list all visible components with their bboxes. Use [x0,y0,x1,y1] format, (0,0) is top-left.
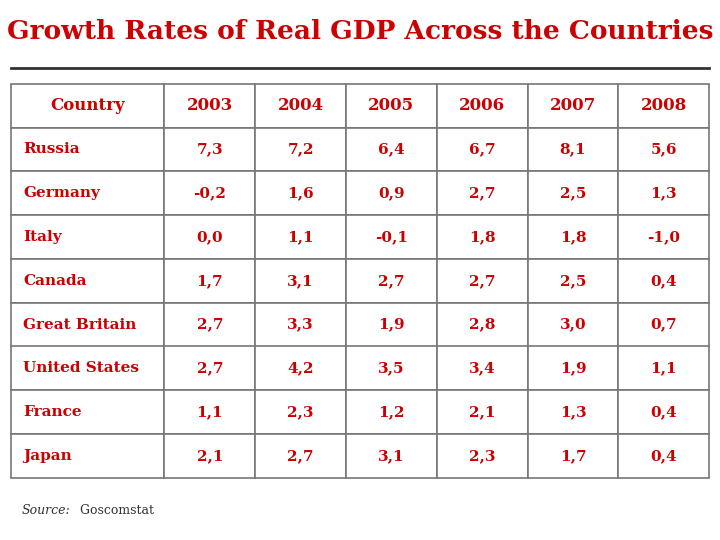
Text: 3,0: 3,0 [559,318,586,332]
Text: Goscomstat: Goscomstat [76,504,153,517]
Text: 2,3: 2,3 [287,405,314,419]
Text: United States: United States [23,361,139,375]
Text: 1,7: 1,7 [197,274,223,288]
Text: 1,1: 1,1 [287,230,314,244]
Text: -0,2: -0,2 [194,186,226,200]
Text: 2,1: 2,1 [469,405,495,419]
Text: 0,9: 0,9 [378,186,405,200]
Text: Source:: Source: [22,504,71,517]
Text: 2003: 2003 [186,97,233,114]
Text: 1,3: 1,3 [650,186,677,200]
Text: 7,2: 7,2 [287,143,314,157]
Text: 8,1: 8,1 [559,143,586,157]
Text: Germany: Germany [23,186,100,200]
Text: 1,9: 1,9 [378,318,405,332]
Text: Russia: Russia [23,143,80,157]
Text: 1,1: 1,1 [197,405,223,419]
Text: Great Britain: Great Britain [23,318,137,332]
Text: 1,1: 1,1 [650,361,677,375]
Text: 6,4: 6,4 [378,143,405,157]
Text: 2008: 2008 [641,97,687,114]
Text: 6,7: 6,7 [469,143,495,157]
Text: 1,7: 1,7 [559,449,586,463]
Text: 0,7: 0,7 [650,318,677,332]
Text: 2,8: 2,8 [469,318,495,332]
Text: 2,7: 2,7 [378,274,405,288]
Text: Italy: Italy [23,230,62,244]
Text: 2004: 2004 [278,97,324,114]
Text: 2,7: 2,7 [287,449,314,463]
Text: 2,7: 2,7 [469,186,495,200]
Text: Country: Country [50,97,125,114]
Text: 0,0: 0,0 [197,230,223,244]
Text: 1,8: 1,8 [559,230,586,244]
Text: 2,7: 2,7 [469,274,495,288]
Text: 2,5: 2,5 [560,186,586,200]
Text: France: France [23,405,81,419]
Text: 7,3: 7,3 [197,143,223,157]
Text: 4,2: 4,2 [287,361,314,375]
Text: 0,4: 0,4 [650,274,677,288]
Text: 5,6: 5,6 [651,143,677,157]
Text: 1,2: 1,2 [378,405,405,419]
Text: -1,0: -1,0 [647,230,680,244]
Text: 3,3: 3,3 [287,318,314,332]
Text: 1,8: 1,8 [469,230,495,244]
Text: Growth Rates of Real GDP Across the Countries: Growth Rates of Real GDP Across the Coun… [6,19,714,44]
Text: 3,4: 3,4 [469,361,495,375]
Text: 1,9: 1,9 [559,361,586,375]
Text: Japan: Japan [23,449,72,463]
Text: 3,1: 3,1 [378,449,405,463]
Text: 3,5: 3,5 [378,361,405,375]
Text: -0,1: -0,1 [375,230,408,244]
Text: 2,1: 2,1 [197,449,223,463]
Text: 2,5: 2,5 [560,274,586,288]
Text: 2006: 2006 [459,97,505,114]
Text: 2007: 2007 [550,97,596,114]
Text: 0,4: 0,4 [650,449,677,463]
Text: 2,7: 2,7 [197,361,223,375]
Text: 2005: 2005 [369,97,415,114]
Text: 1,3: 1,3 [559,405,586,419]
Text: 2,7: 2,7 [197,318,223,332]
Text: 1,6: 1,6 [287,186,314,200]
Text: Canada: Canada [23,274,86,288]
Text: 0,4: 0,4 [650,405,677,419]
Text: 2,3: 2,3 [469,449,495,463]
Text: 3,1: 3,1 [287,274,314,288]
